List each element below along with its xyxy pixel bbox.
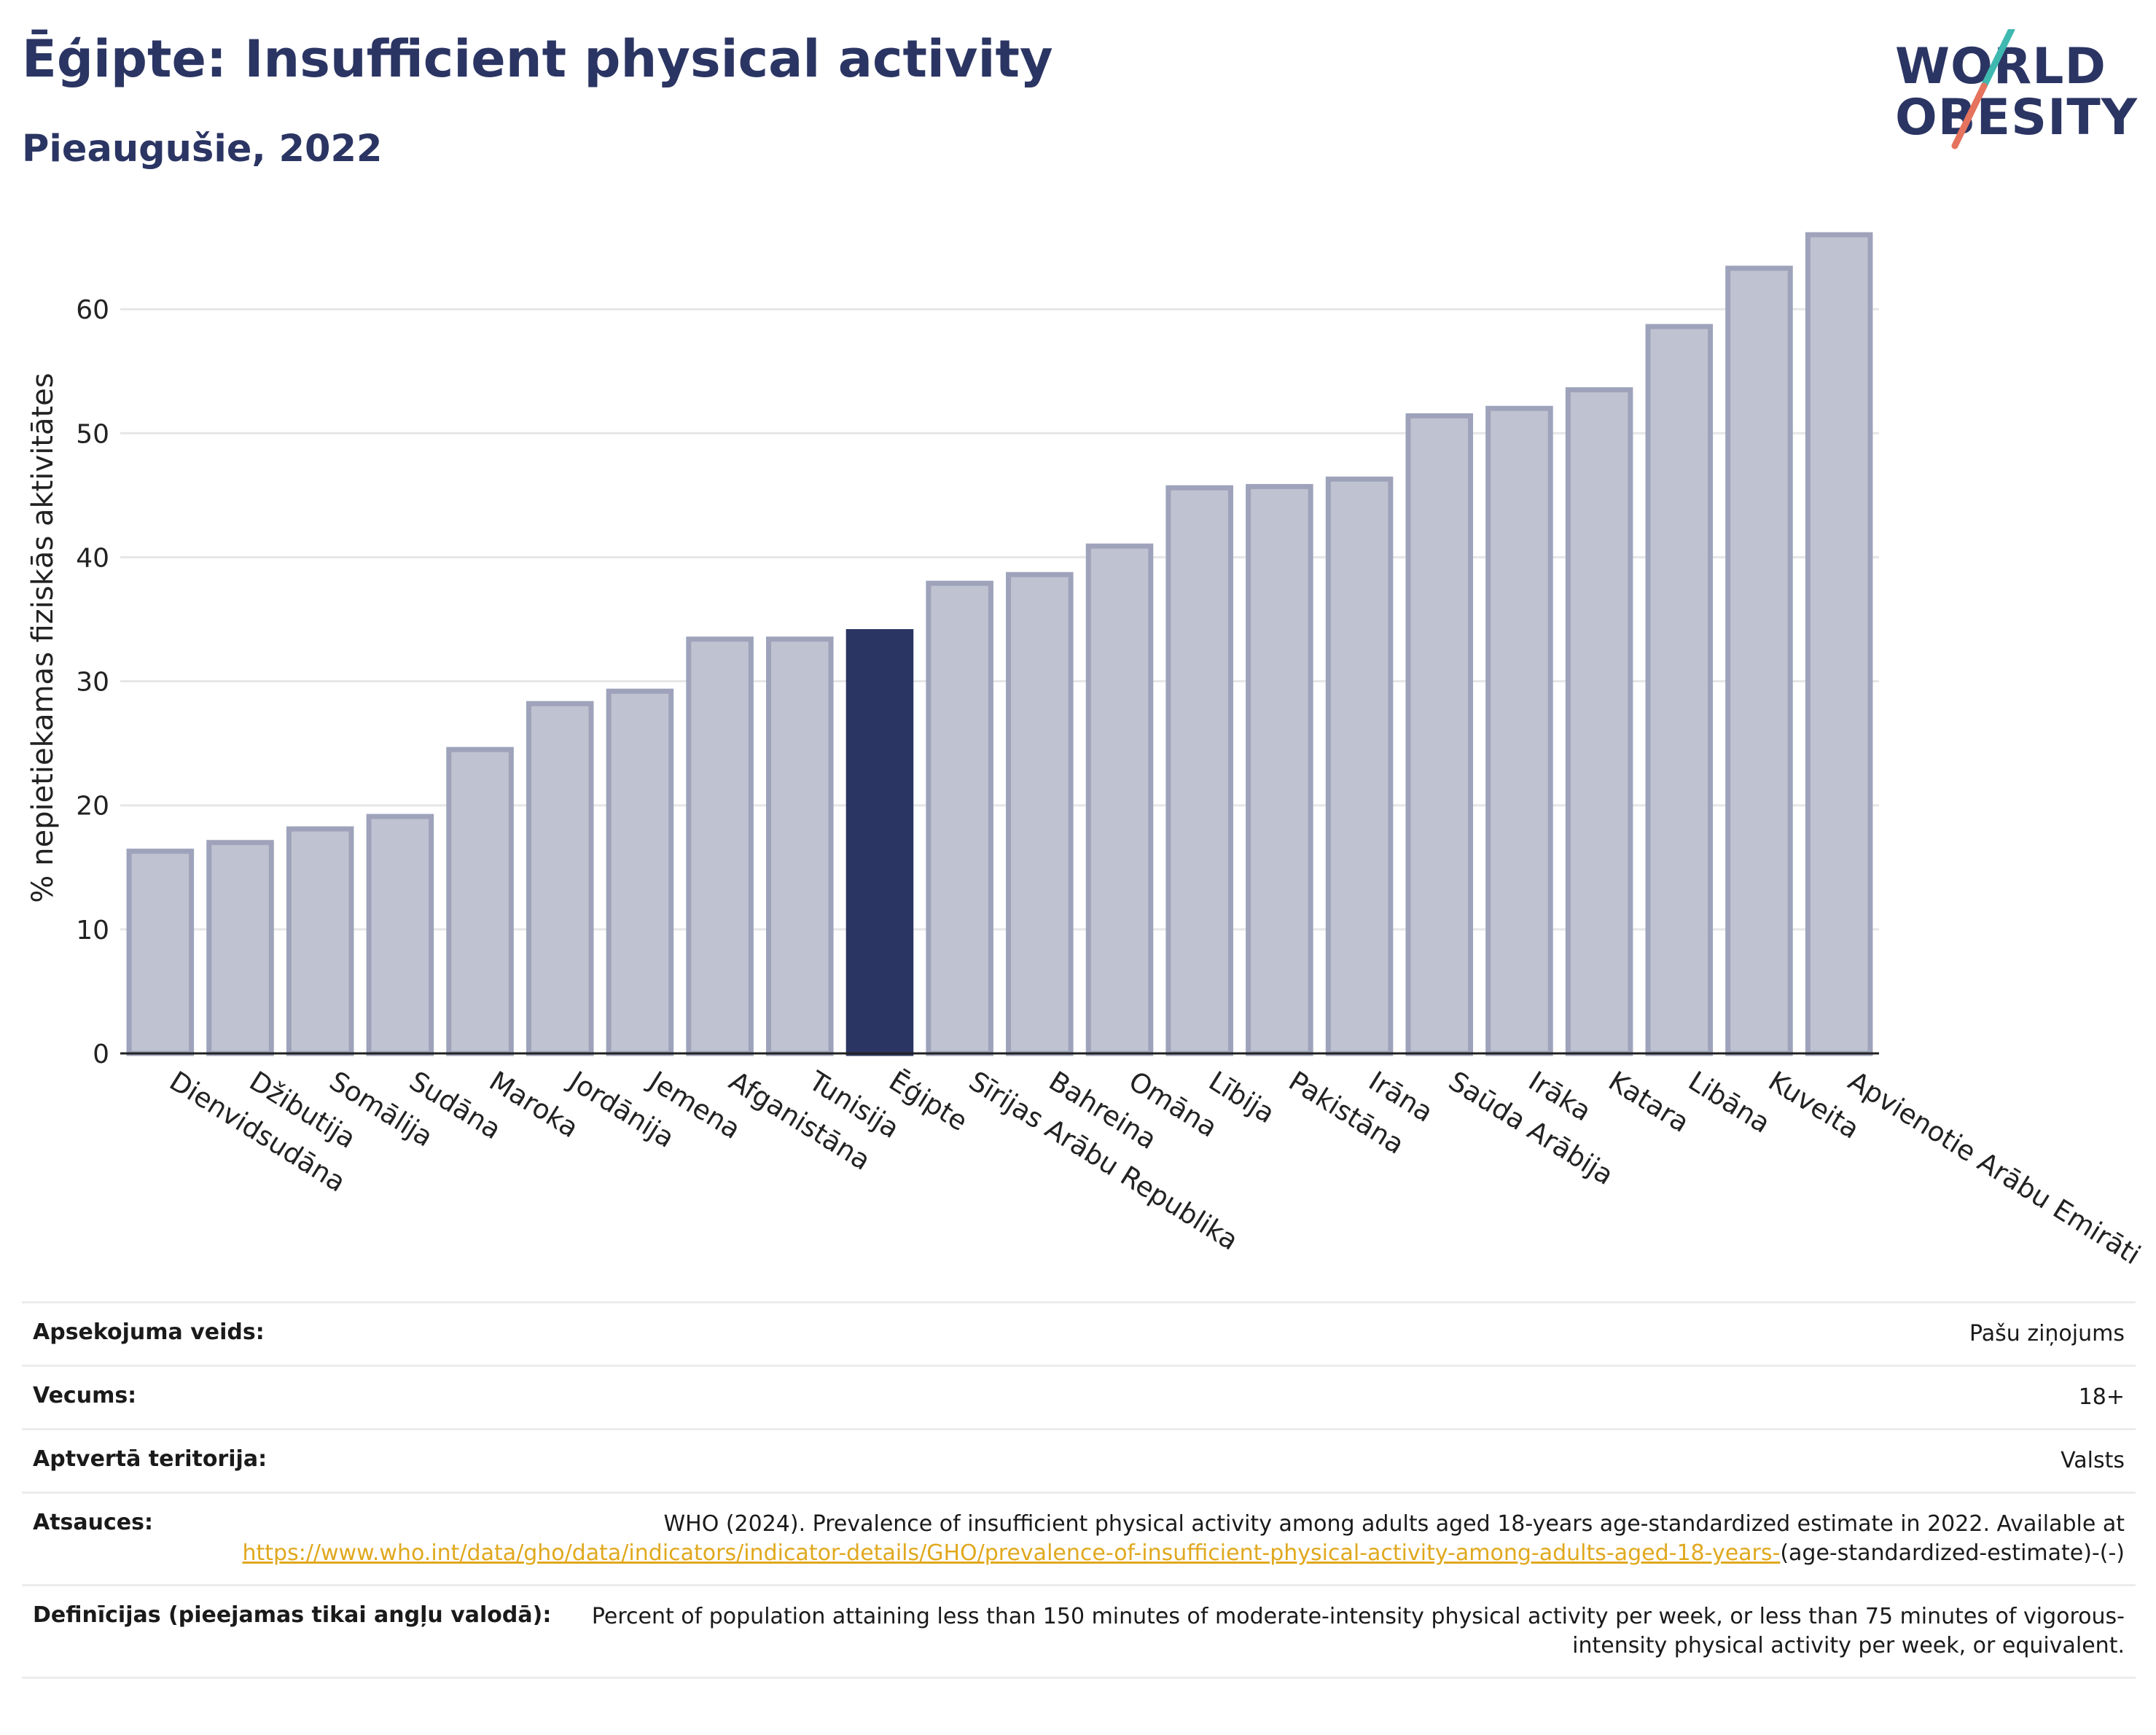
x-tick-label: Maroka — [484, 1065, 584, 1144]
y-axis-title: % nepietiekamas fiziskās aktivitātes — [26, 373, 60, 902]
bar-5 — [526, 701, 594, 1056]
bar-18 — [1565, 387, 1633, 1056]
bar-10 — [926, 580, 993, 1056]
meta-row-definitions: Definīcijas (pieejamas tikai angļu valod… — [22, 1584, 2136, 1679]
x-tick-label: Apvienotie Arābu Emirāti — [1843, 1065, 2146, 1271]
meta-row-survey: Apsekojuma veids: Pašu ziņojums — [22, 1301, 2136, 1365]
bar-13 — [1165, 485, 1233, 1056]
bar-17 — [1485, 405, 1553, 1056]
y-tick-label: 30 — [76, 668, 109, 698]
meta-value: Valsts — [2061, 1448, 2125, 1473]
meta-label: Vecums: — [33, 1383, 137, 1408]
sources-link[interactable]: https://www.who.int/data/gho/data/indica… — [242, 1540, 1781, 1566]
meta-label: Atsauces: — [33, 1510, 153, 1535]
bar-15 — [1325, 476, 1394, 1056]
bar-6 — [606, 688, 674, 1056]
y-tick-label: 40 — [76, 543, 109, 573]
meta-row-coverage: Aptvertā teritorija: Valsts — [22, 1428, 2136, 1492]
page-subtitle: Pieaugušie, 2022 — [22, 128, 383, 171]
y-tick-label: 50 — [76, 419, 109, 449]
y-tick-label: 60 — [76, 295, 109, 325]
meta-value: Percent of population attaining less tha… — [591, 1604, 2125, 1658]
bar-16 — [1405, 413, 1474, 1056]
page-title: Ēģipte: Insufficient physical activity — [22, 29, 1053, 89]
meta-value: WHO (2024). Prevalence of insufficient p… — [182, 1510, 2125, 1568]
y-tick-label: 20 — [76, 792, 109, 822]
bar-8 — [766, 636, 834, 1056]
bar-19 — [1645, 324, 1714, 1056]
bar-14 — [1246, 483, 1313, 1056]
logo-slash-icon — [1951, 29, 2015, 149]
meta-label: Aptvertā teritorija: — [33, 1446, 267, 1472]
meta-row-age: Vecums: 18+ — [22, 1365, 2136, 1428]
y-tick-label: 10 — [76, 916, 109, 946]
sources-suffix: (age-standardized-estimate)-(-) — [1780, 1540, 2125, 1566]
meta-label: Apsekojuma veids: — [33, 1319, 265, 1345]
bar-2 — [286, 826, 354, 1056]
logo-line-2: OBESITY — [1895, 89, 2138, 147]
sources-text: WHO (2024). Prevalence of insufficient p… — [663, 1511, 2125, 1537]
bar-1 — [206, 840, 274, 1056]
bar-chart: 0102030405060DienvidsudānaDžibutijaSomāl… — [26, 232, 2146, 1271]
metadata-table: Apsekojuma veids: Pašu ziņojums Vecums: … — [22, 1301, 2136, 1679]
bar-9 — [845, 628, 914, 1056]
bar-0 — [126, 849, 195, 1056]
y-tick-label: 0 — [93, 1040, 109, 1069]
meta-row-sources: Atsauces: WHO (2024). Prevalence of insu… — [22, 1492, 2136, 1584]
meta-value: 18+ — [2078, 1384, 2125, 1410]
bar-3 — [366, 814, 434, 1056]
bar-11 — [1006, 572, 1074, 1056]
bar-21 — [1805, 232, 1873, 1056]
bar-20 — [1725, 265, 1793, 1056]
bar-12 — [1085, 543, 1154, 1056]
world-obesity-logo: WORLD OBESITY — [1895, 29, 2143, 153]
x-tick-label: Kuveita — [1763, 1065, 1865, 1145]
bar-4 — [446, 746, 514, 1056]
x-tick-label: Katara — [1603, 1065, 1695, 1139]
bar-7 — [686, 636, 754, 1056]
x-tick-label: Libāna — [1683, 1065, 1776, 1139]
meta-value: Pašu ziņojums — [1969, 1321, 2125, 1346]
meta-label: Definīcijas (pieejamas tikai angļu valod… — [33, 1602, 552, 1628]
